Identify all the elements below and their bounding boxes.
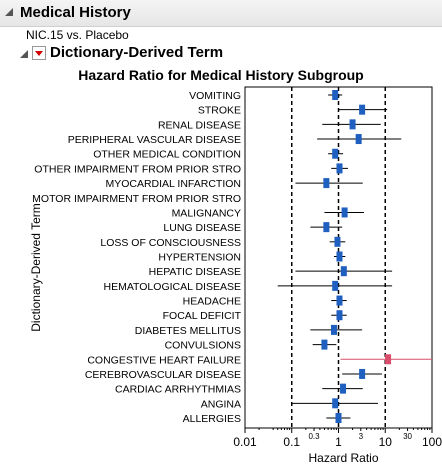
hazard-ratio-marker [385, 354, 392, 365]
row-label: STROKE [198, 105, 241, 117]
row-label: CEREBROVASCULAR DISEASE [85, 369, 241, 381]
hazard-ratio-marker [341, 207, 348, 218]
hazard-ratio-marker [336, 251, 343, 262]
red-triangle-menu-icon[interactable] [32, 46, 46, 60]
section-header[interactable]: Dictionary-Derived Term [0, 43, 442, 65]
hazard-ratio-marker [336, 310, 343, 321]
hazard-ratio-marker [332, 398, 339, 409]
x-minor-tick-label: 30 [403, 432, 412, 441]
hazard-ratio-marker [340, 266, 347, 277]
x-minor-tick-label: 0.3 [308, 432, 320, 441]
row-label: HEMATOLOGICAL DISEASE [103, 281, 241, 293]
hazard-ratio-marker [332, 148, 339, 159]
row-label: HYPERTENSION [158, 252, 241, 264]
x-minor-tick-label: 3 [359, 432, 364, 441]
report-header[interactable]: Medical History [0, 0, 442, 27]
row-label: FOCAL DEFICIT [163, 310, 242, 322]
hazard-ratio-marker [330, 324, 337, 335]
row-label: CONGESTIVE HEART FAILURE [87, 354, 241, 366]
hazard-ratio-marker [321, 339, 328, 350]
row-label: OTHER MEDICAL CONDITION [93, 149, 241, 161]
row-label: LOSS OF CONSCIOUSNESS [100, 237, 241, 249]
row-label: HEPATIC DISEASE [149, 266, 241, 278]
row-label: HEADACHE [183, 296, 241, 308]
x-tick-label: 1 [335, 435, 342, 449]
hazard-ratio-marker [323, 178, 330, 189]
hazard-ratio-marker [334, 236, 341, 247]
row-label: LUNG DISEASE [163, 222, 241, 234]
y-axis-label: Dictionary-Derived Term [29, 203, 43, 331]
row-label: DIABETES MELLITUS [135, 325, 241, 337]
row-label: RENAL DISEASE [158, 119, 241, 131]
row-label: CONVULSIONS [165, 340, 241, 352]
x-tick-label: 0.1 [283, 435, 300, 449]
hazard-ratio-marker [359, 104, 366, 115]
collapse-triangle-icon[interactable] [5, 8, 13, 16]
hazard-ratio-marker [335, 413, 342, 423]
hazard-ratio-marker [349, 119, 356, 130]
x-axis-label: Hazard Ratio [308, 451, 378, 465]
x-tick-label: 10 [379, 435, 393, 449]
row-label: MALIGNANCY [172, 207, 241, 219]
hazard-ratio-marker [359, 368, 366, 379]
collapse-triangle-icon[interactable] [20, 50, 28, 58]
row-label: CARDIAC ARRHYTHMIAS [115, 384, 241, 396]
hazard-ratio-marker [332, 280, 339, 291]
hazard-ratio-marker [336, 295, 343, 306]
x-tick-label: 100 [422, 435, 442, 449]
hazard-ratio-marker [336, 163, 343, 174]
report-title: Medical History [20, 4, 131, 21]
row-label: PERIPHERAL VASCULAR DISEASE [68, 134, 241, 146]
report-subtitle: NIC.15 vs. Placebo [26, 28, 129, 42]
row-label: OTHER IMPAIRMENT FROM PRIOR STRO [34, 163, 241, 175]
row-label: ANGINA [201, 398, 241, 410]
row-label: VOMITING [189, 90, 241, 102]
row-label: ALLERGIES [183, 413, 241, 425]
row-label: MOTOR IMPAIRMENT FROM PRIOR STRO [32, 193, 241, 205]
x-tick-label: 0.01 [233, 435, 257, 449]
row-label: MYOCARDIAL INFARCTION [105, 178, 241, 190]
hazard-ratio-marker [355, 134, 362, 145]
hazard-ratio-marker [340, 383, 347, 394]
hazard-ratio-marker [323, 222, 330, 233]
hazard-ratio-marker [332, 90, 339, 100]
section-title: Dictionary-Derived Term [50, 44, 224, 61]
chart-title: Hazard Ratio for Medical History Subgrou… [78, 67, 363, 83]
